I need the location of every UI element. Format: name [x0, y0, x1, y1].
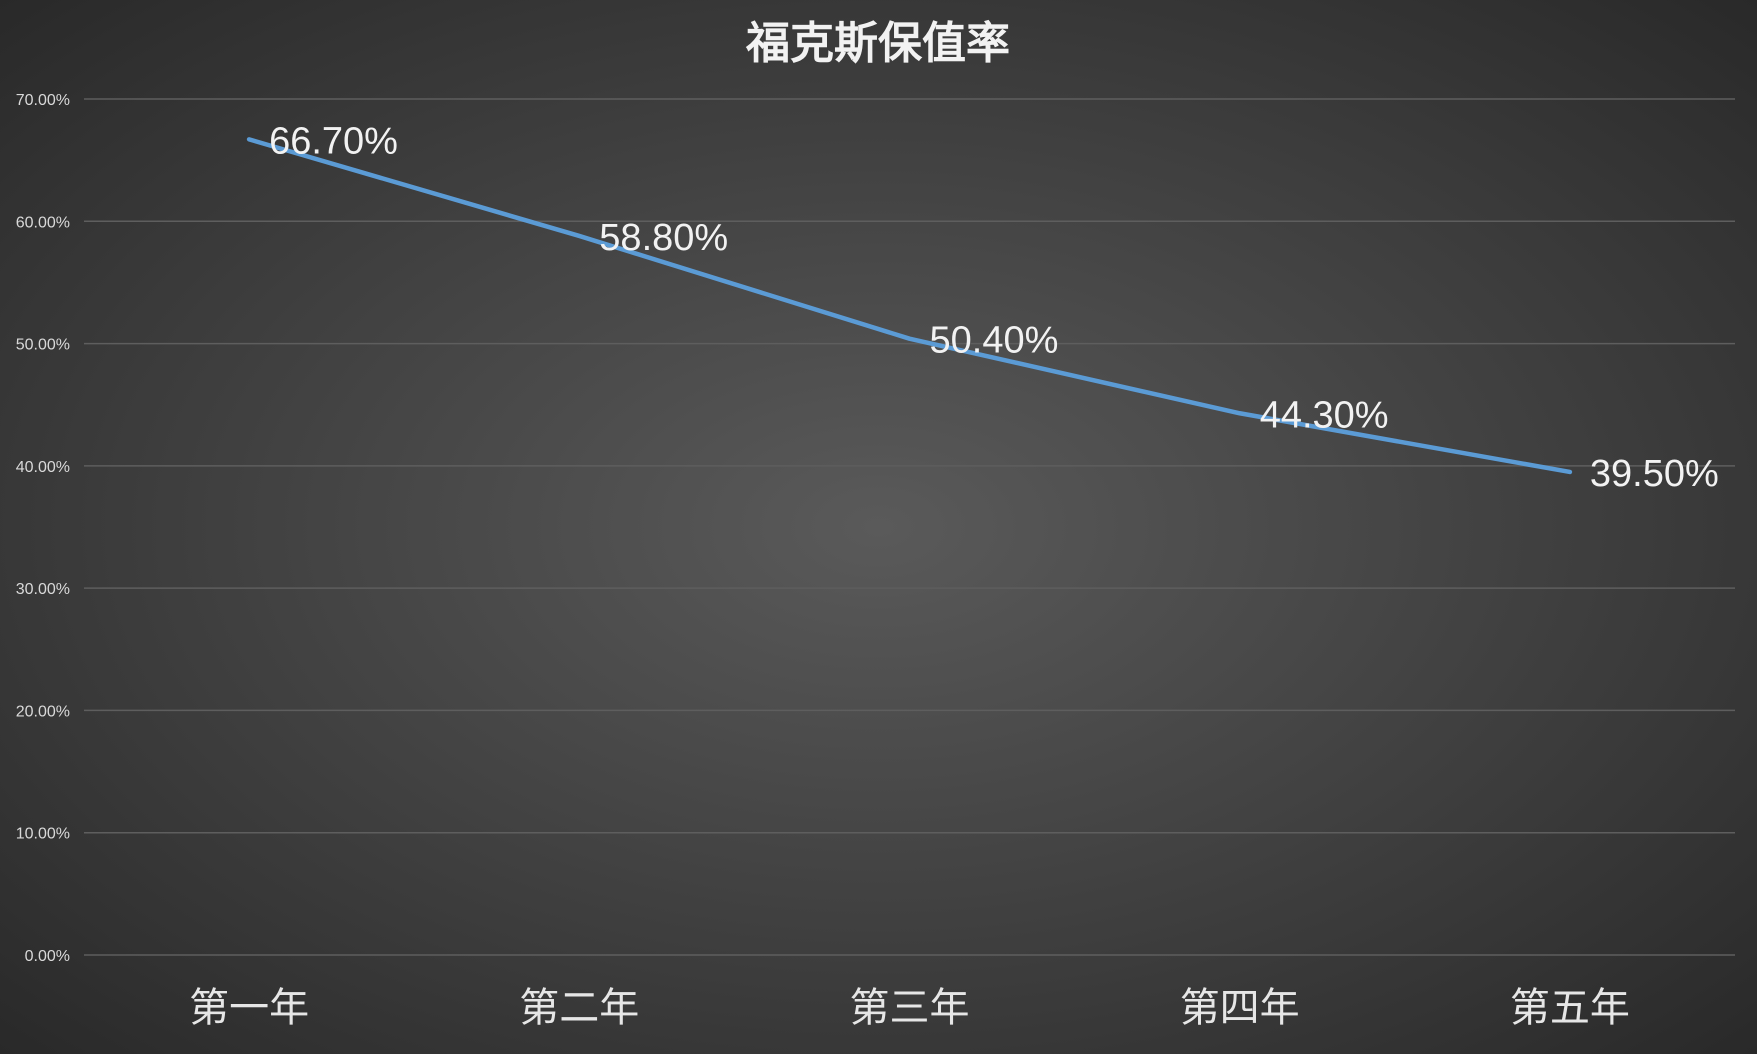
y-tick-label: 50.00% — [16, 337, 70, 354]
chart-title: 福克斯保值率 — [745, 18, 1010, 69]
y-tick-label: 40.00% — [16, 459, 70, 476]
data-label: 66.70% — [269, 120, 398, 162]
data-label: 39.50% — [1590, 453, 1719, 495]
y-axis-ticks: 0.00% 10.00% 20.00% 30.00% 40.00% 50.00% 60.00… — [16, 92, 70, 965]
data-label: 44.30% — [1260, 394, 1389, 436]
y-tick-label: 60.00% — [16, 214, 70, 231]
y-tick-label: 20.00% — [16, 703, 70, 720]
y-tick-label: 70.00% — [16, 92, 70, 109]
gridlines — [84, 98, 1735, 956]
data-label: 50.40% — [930, 320, 1059, 362]
y-tick-label: 0.00% — [25, 948, 70, 965]
data-label: 58.80% — [599, 217, 728, 259]
x-tick-label: 第二年 — [519, 985, 639, 1031]
x-tick-label: 第一年 — [189, 985, 309, 1031]
x-tick-label: 第五年 — [1510, 985, 1630, 1031]
x-tick-label: 第四年 — [1180, 985, 1300, 1031]
series — [246, 137, 1573, 475]
x-axis-ticks: 第一年 第二年 第三年 第四年 第五年 — [189, 985, 1630, 1031]
y-tick-label: 30.00% — [16, 581, 70, 598]
data-labels: 66.70% 58.80% 50.40% 44.30% 39.50% — [269, 120, 1719, 495]
x-tick-label: 第三年 — [850, 985, 970, 1031]
y-tick-label: 10.00% — [16, 826, 70, 843]
